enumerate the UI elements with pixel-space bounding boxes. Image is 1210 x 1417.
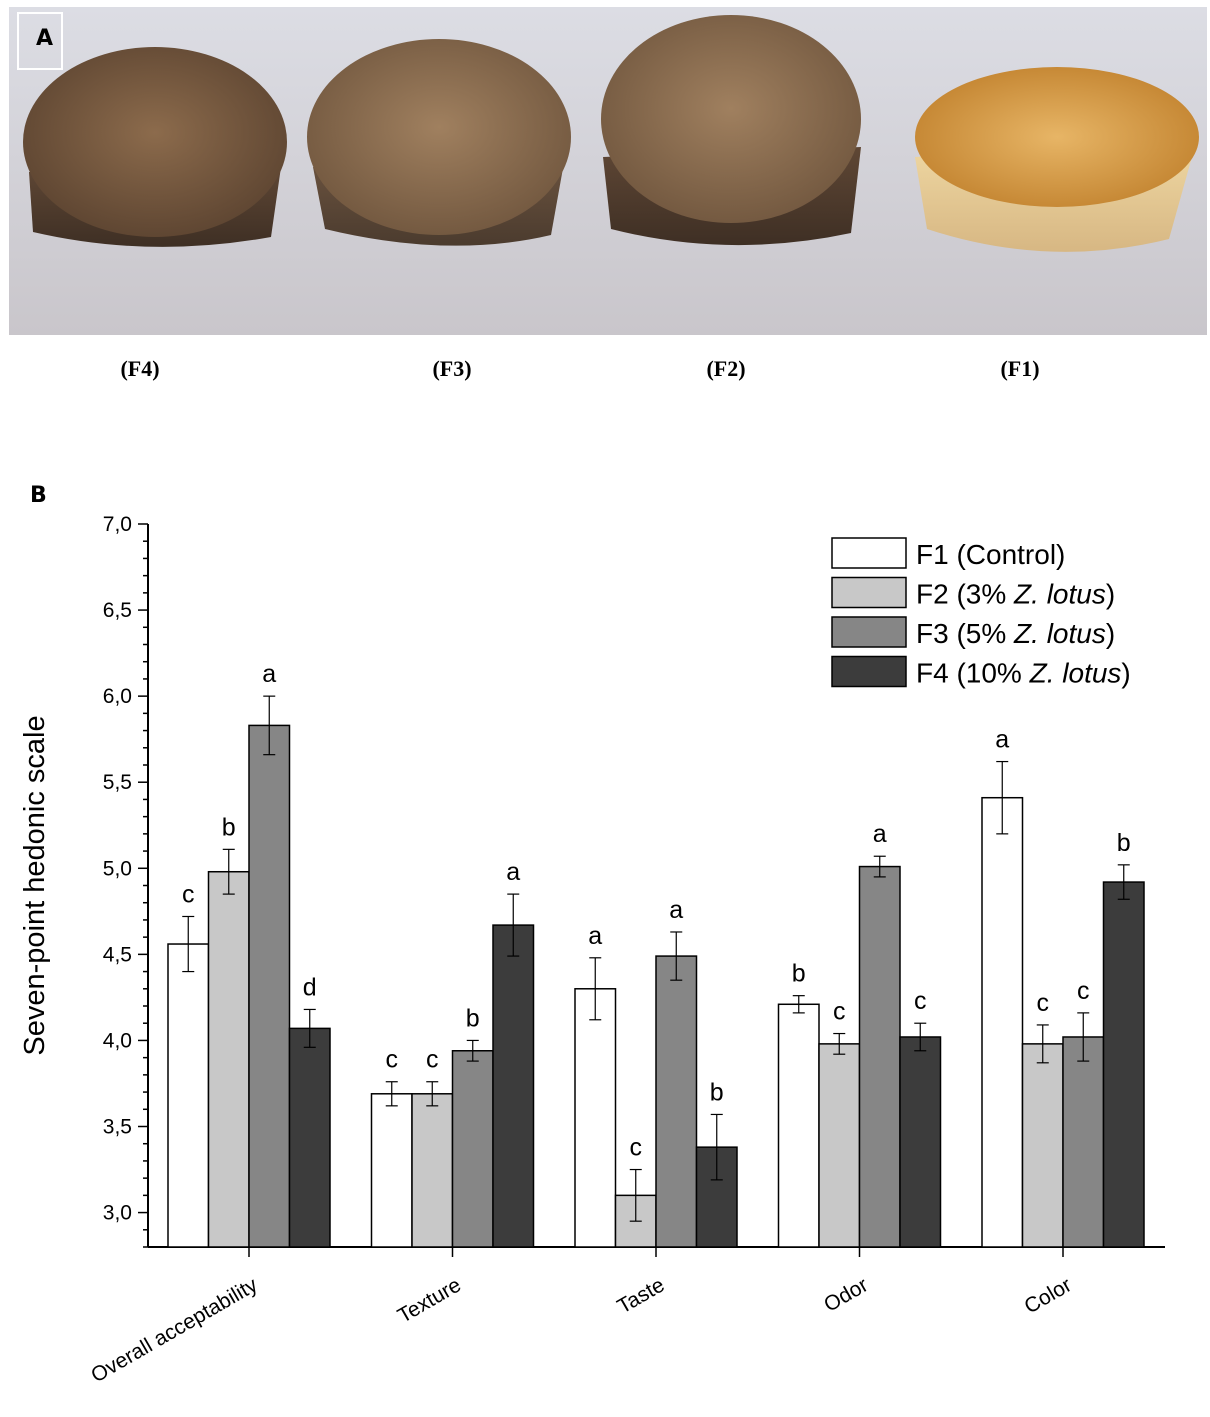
bar-f4 [899, 1036, 942, 1248]
y-tick-label: 7,0 [103, 513, 132, 536]
x-category-label: Overall acceptability [87, 1273, 262, 1387]
significance-letter: c [1077, 977, 1090, 1005]
legend-swatch-f2 [831, 576, 907, 609]
bar-f4 [1102, 881, 1145, 1248]
y-tick-label: 6,5 [103, 599, 132, 622]
photo-caption-f2: (F2) [706, 356, 746, 381]
y-tick-label: 5,5 [103, 771, 132, 794]
significance-letter: c [1037, 989, 1050, 1017]
legend-label-f2: F2 (3% Z. lotus) [916, 579, 1115, 610]
significance-letter: c [182, 880, 195, 908]
hedonic-bar-chart: 3,0 3,5 4,0 4,5 5,0 5,5 6,0 6,5 7,0 Seven-point h… [0, 480, 1210, 1412]
y-tick-label: 3,5 [103, 1116, 132, 1139]
significance-letter: c [630, 1134, 643, 1162]
bar-f3 [655, 955, 698, 1248]
y-tick-label: 4,5 [103, 943, 132, 966]
bar-f1 [777, 1003, 820, 1248]
significance-letter: b [792, 960, 806, 988]
x-category-label: Texture [394, 1273, 465, 1327]
significance-letter: d [303, 973, 317, 1001]
photo-caption-f1: (F1) [1000, 356, 1040, 381]
significance-letter: c [914, 987, 927, 1015]
muffin-f2 [601, 15, 861, 246]
bar-f3 [451, 1050, 494, 1248]
muffin-f4 [23, 47, 287, 247]
legend-label-f3: F3 (5% Z. lotus) [916, 618, 1115, 649]
panel-a-label: A [36, 26, 54, 51]
significance-letter: a [995, 726, 1009, 754]
y-tick-label: 4,0 [103, 1029, 132, 1052]
x-category-label: Odor [820, 1273, 872, 1316]
bar-f1 [167, 943, 210, 1248]
legend-swatch-f4 [831, 655, 907, 688]
bar-f2 [818, 1043, 861, 1248]
bar-f3 [1062, 1036, 1105, 1248]
y-tick-label: 6,0 [103, 685, 132, 708]
legend-label-f4: F4 (10% Z. lotus) [916, 658, 1131, 689]
y-tick-label: 5,0 [103, 857, 132, 880]
significance-letter: b [1117, 829, 1131, 857]
panel-b-label: B [30, 483, 47, 508]
panel-a-label-frame [17, 12, 63, 70]
significance-letter: b [466, 1004, 480, 1032]
muffin-photo-drawing [9, 7, 1207, 335]
bar-f1 [981, 796, 1024, 1248]
bar-f2 [1021, 1043, 1064, 1248]
x-category-label: Taste [614, 1273, 669, 1318]
photo-caption-f3: (F3) [432, 356, 472, 381]
bar-f4 [288, 1027, 331, 1248]
significance-letter: b [222, 813, 236, 841]
significance-letter: a [262, 660, 276, 688]
bar-f2 [411, 1093, 454, 1248]
legend-swatch-f1 [831, 537, 907, 569]
legend-swatch-f3 [831, 616, 907, 648]
bar-f1 [370, 1093, 413, 1248]
significance-letter: c [426, 1046, 439, 1074]
legend-label-f1: F1 (Control) [916, 539, 1065, 570]
chart-canvas: 3,0 3,5 4,0 4,5 5,0 5,5 6,0 6,5 7,0 Seven-point h… [19, 513, 1165, 1387]
muffin-f3 [307, 39, 571, 246]
significance-letter: c [386, 1046, 399, 1074]
x-category-label: Color [1021, 1273, 1076, 1318]
y-tick-label: 3,0 [103, 1202, 132, 1225]
bar-f2 [207, 870, 250, 1248]
significance-letter: b [710, 1078, 724, 1106]
significance-letter: a [506, 858, 520, 886]
bar-f4 [695, 1146, 738, 1248]
significance-letter: a [669, 896, 683, 924]
bar-f3 [858, 865, 901, 1248]
bar-f3 [248, 724, 291, 1248]
photo-caption-f4: (F4) [120, 356, 160, 381]
significance-letter: a [588, 922, 602, 950]
muffin-photo [9, 7, 1207, 335]
muffin-f1 [915, 67, 1199, 252]
significance-letter: a [873, 820, 887, 848]
bar-f4 [492, 924, 535, 1248]
significance-letter: c [833, 998, 846, 1026]
bar-f1 [574, 988, 617, 1248]
y-axis-title: Seven-point hedonic scale [19, 715, 51, 1055]
